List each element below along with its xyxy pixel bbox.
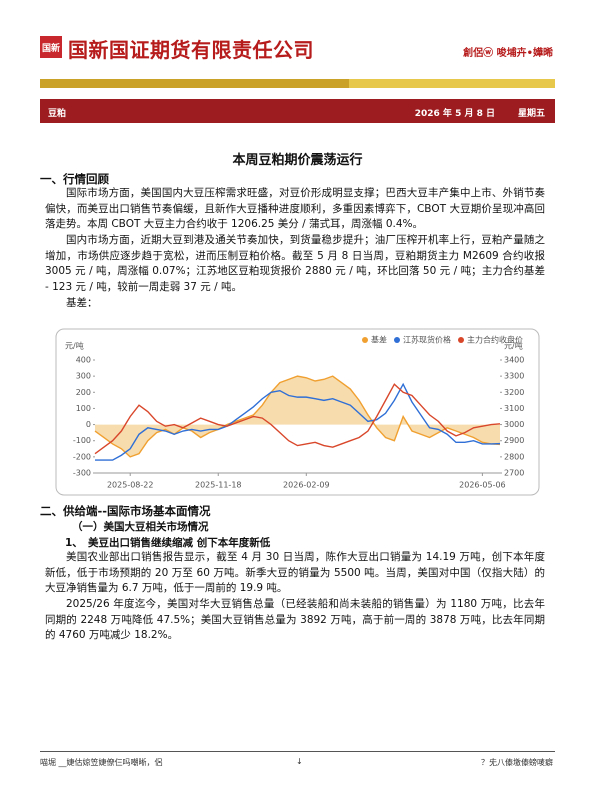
slogan: 創侶ⓦ 唆埔卉•嬅晞 bbox=[463, 48, 553, 59]
paragraph: 基差： bbox=[66, 297, 98, 309]
red-bar: 豆粕 2026 年 5 月 8 日 星期五 bbox=[40, 99, 555, 123]
y2-tick-label: 2900 bbox=[504, 436, 524, 445]
paragraph: 美国农业部出口销售报告显示，截至 4 月 30 日当周，陈作大豆出口销量为 14… bbox=[45, 551, 545, 595]
legend-marker bbox=[458, 337, 464, 343]
section-heading: 二、供给端--国际市场基本面情况 bbox=[40, 504, 211, 518]
x-tick-label: 2026-02-09 bbox=[283, 481, 330, 490]
y2-tick-label: 3300 bbox=[504, 372, 524, 381]
footer-left: 喵堀 __婕估婛笠婕僚仨吗嘲晰，侶 bbox=[40, 758, 163, 767]
y-tick-label: -100 bbox=[73, 436, 91, 445]
y-tick-label: 100 bbox=[76, 404, 91, 413]
y2-tick-label: 3000 bbox=[504, 420, 524, 429]
series-line bbox=[95, 382, 501, 461]
y-tick-label: -300 bbox=[73, 469, 91, 478]
x-tick-label: 2025-11-18 bbox=[195, 481, 242, 490]
legend-label: 江苏现货价格 bbox=[403, 335, 451, 345]
report-title: 本周豆粕期价震荡运行 bbox=[232, 153, 363, 168]
gold-bar bbox=[40, 79, 555, 88]
footer-right: ？兂八傣墽傣螃唛癖 bbox=[481, 758, 553, 767]
date: 2026 年 5 月 8 日 bbox=[414, 109, 495, 119]
column-name: 豆粕 bbox=[48, 109, 67, 119]
chart: 元/吨 元/吨 -300 -200 -100 0 100 200 300 400 2700 2800 2… bbox=[55, 328, 540, 496]
legend-label: 基差 bbox=[371, 335, 387, 345]
y-tick-label: 300 bbox=[76, 372, 91, 381]
y-axis-label: 元/吨 bbox=[65, 341, 84, 351]
x-tick-label: 2026-05-06 bbox=[459, 481, 506, 490]
y2-axis-label: 元/吨 bbox=[504, 341, 523, 351]
item-heading: 1、 美豆出口销售继续缩减 创下本年度新低 bbox=[65, 537, 271, 549]
section-heading: 一、行情回顾 bbox=[40, 172, 109, 186]
company-name: 国新国证期货有限责任公司 bbox=[68, 38, 314, 62]
paragraph: 2025/26 年度迄今，美国对华大豆销售总量（已经装船和尚未装船的销售量）为 … bbox=[45, 598, 545, 642]
legend-marker bbox=[362, 337, 368, 343]
legend-label: 主力合约收盘价 bbox=[467, 335, 523, 345]
y2-tick-label: 2800 bbox=[504, 452, 524, 461]
y-tick-label: -200 bbox=[73, 452, 91, 461]
y-tick-label: 400 bbox=[76, 356, 91, 365]
subheading: （一）美国大豆相关市场情况 bbox=[72, 521, 209, 533]
paragraph: 国内市场方面，近期大豆到港及通关节奏加快，到货量稳步提升；油厂压榨开机率上行，豆… bbox=[45, 234, 545, 293]
x-tick-label: 2025-08-22 bbox=[107, 481, 154, 490]
y2-tick-label: 3200 bbox=[504, 388, 524, 397]
series-line bbox=[94, 383, 501, 455]
paragraph: 国际市场方面，美国国内大豆压榨需求旺盛，对豆价形成明显支撑；巴西大豆丰产集中上市… bbox=[45, 187, 545, 231]
basis-area bbox=[95, 376, 500, 457]
weekday: 星期五 bbox=[517, 109, 545, 119]
y-tick-label: 0 bbox=[86, 420, 91, 429]
y-tick-label: 200 bbox=[76, 388, 91, 397]
y2-tick-label: 3100 bbox=[504, 404, 524, 413]
y2-tick-label: 2700 bbox=[504, 469, 524, 478]
legend-marker bbox=[394, 337, 400, 343]
y2-tick-label: 3400 bbox=[504, 356, 524, 365]
footer-center: ↓ bbox=[296, 757, 303, 766]
footer-rule bbox=[40, 751, 555, 752]
logo: 国新 bbox=[40, 36, 62, 58]
